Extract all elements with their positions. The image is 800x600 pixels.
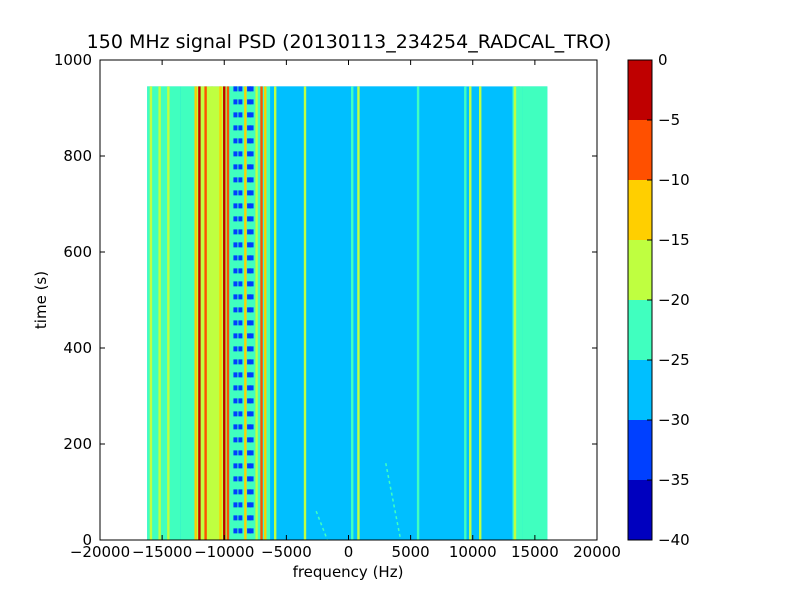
spectral-line [273,86,277,541]
spectral-line [255,86,258,541]
colorbar-tick-label: −25 [658,351,690,369]
heatmap-region [255,86,271,541]
heatmap-region [522,86,548,541]
spectral-line [210,86,214,541]
x-axis-ticks: −20000 −15000 −10000 −5000 0 5000 10000 15000 20… [70,60,621,561]
colorbar-band [628,480,652,540]
x-tick-label: 15000 [511,543,559,561]
spectral-line [204,86,207,541]
y-tick-label: 800 [63,147,92,165]
spectral-line [226,86,230,541]
heatmap-region [180,86,197,541]
x-tick-label: 10000 [449,543,497,561]
heatmap [147,86,548,541]
drift-trace [315,510,329,541]
plot-area: −20000 −15000 −10000 −5000 0 5000 10000 15000 20… [54,51,621,561]
colorbar-band [628,60,652,120]
spectral-line [264,86,267,541]
colorbar-tick-label: −30 [658,411,690,429]
spectral-line [513,86,517,541]
heatmap-region [512,86,523,541]
x-tick-label: 0 [344,543,354,561]
colorbar-band [628,300,652,360]
colorbar-band [628,120,652,180]
spectral-line [260,86,263,541]
colorbar-tick-label: 0 [658,51,668,69]
colorbar-tick-label: −20 [658,291,690,309]
x-tick-label: −10000 [194,543,254,561]
x-tick-label: −15000 [132,543,192,561]
colorbar-band [628,180,652,240]
y-axis-ticks: 0 200 400 600 800 1000 [54,51,597,549]
x-axis-label: frequency (Hz) [293,563,404,581]
spectral-line [416,86,420,541]
x-tick-label: 20000 [573,543,621,561]
spectral-line [198,86,201,541]
spectral-line [351,86,354,541]
drift-trace [385,463,402,541]
y-axis-label: time (s) [32,271,50,329]
y-tick-label: 200 [63,435,92,453]
colorbar: −40 −35 −30 −25 −20 −15 −10 −5 0 [627,51,690,549]
spectral-line [167,86,170,541]
y-tick-label: 600 [63,243,92,261]
spectral-line [158,86,161,541]
colorbar-band [628,420,652,480]
spectral-line [464,86,467,541]
spectral-line [219,86,222,541]
spectral-line [479,86,482,541]
colorbar-tick-label: −15 [658,231,690,249]
colorbar-band [628,240,652,300]
colorbar-tick-label: −35 [658,471,690,489]
y-tick-label: 400 [63,339,92,357]
spectral-line [357,86,360,541]
colorbar-band [628,360,652,420]
spectral-line [244,86,247,541]
spectral-line [517,86,520,541]
heatmap-region [305,86,466,541]
colorbar-tick-label: −40 [658,531,690,549]
spectral-line [194,86,197,541]
spectral-line [303,86,307,541]
spectral-line [469,86,472,541]
colorbar-bands [628,60,652,540]
colorbar-tick-label: −5 [658,111,680,129]
colorbar-ticks: −40 −35 −30 −25 −20 −15 −10 −5 0 [647,51,690,549]
chart-title: 150 MHz signal PSD (20130113_234254_RADC… [87,31,612,53]
x-tick-label: −20000 [70,543,130,561]
colorbar-tick-label: −10 [658,171,690,189]
x-tick-label: 5000 [392,543,430,561]
y-tick-label: 1000 [54,51,92,69]
heatmap-region [147,86,181,541]
y-tick-label: 0 [82,531,92,549]
spectral-line [149,86,153,541]
spectral-line [223,86,226,541]
x-tick-label: −5000 [261,543,312,561]
